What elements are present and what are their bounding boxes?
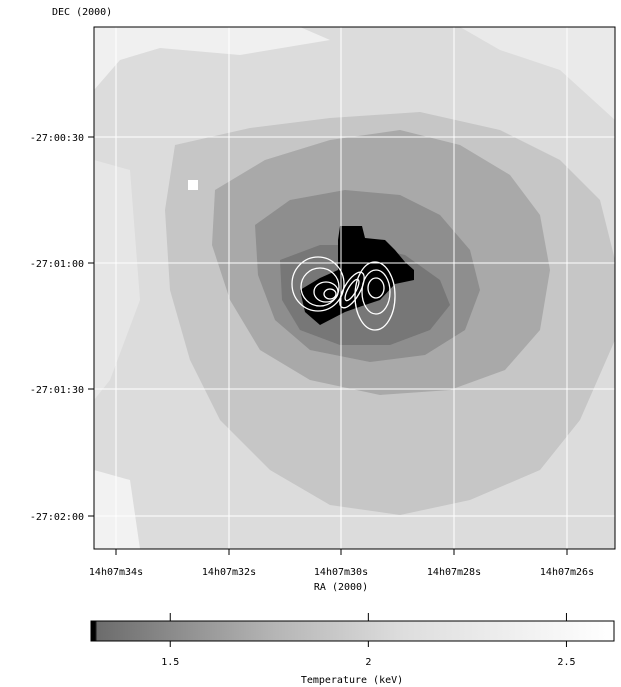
contour-west-4 — [323, 288, 337, 300]
dec-tick-label: -27:01:30 — [30, 385, 84, 396]
ra-axis-title: RA (2000) — [314, 582, 368, 593]
dec-axis: -27:00:30 -27:01:00 -27:01:30 -27:02:00 — [30, 133, 94, 523]
colorbar-title: Temperature (keV) — [301, 675, 403, 686]
coordinate-grid — [94, 27, 615, 549]
colorbar-tick-label: 2 — [365, 657, 371, 668]
map-region-outer-top-left — [94, 27, 330, 90]
map-bright-spot — [188, 180, 198, 190]
map-region-outer-bottom-left — [94, 470, 140, 549]
contour-center-1 — [339, 271, 365, 309]
contour-center-2 — [344, 278, 360, 302]
contour-east-1 — [354, 261, 396, 331]
colorbar-gradient — [90, 620, 615, 642]
map-region-outer-left — [94, 160, 140, 400]
ra-tick-label: 14h07m32s — [202, 567, 256, 578]
contour-east-2 — [361, 269, 391, 315]
contour-west-1 — [291, 256, 345, 312]
colorbar-tick-label: 1.5 — [161, 657, 179, 668]
map-frame — [93, 26, 616, 550]
ra-tick-label: 14h07m30s — [314, 567, 368, 578]
temperature-map — [93, 26, 616, 550]
dec-tick-label: -27:02:00 — [30, 512, 84, 523]
dec-tick-label: -27:01:00 — [30, 259, 84, 270]
radio-contours — [291, 256, 396, 331]
ra-axis: 14h07m34s 14h07m32s 14h07m30s 14h07m28s … — [89, 549, 594, 593]
map-region-outer-top-right — [460, 27, 615, 120]
colorbar-ticks: 1.5 2 2.5 — [161, 613, 575, 668]
map-region-cool-core — [300, 226, 414, 325]
contour-west-3 — [313, 281, 339, 303]
ra-tick-label: 14h07m28s — [427, 567, 481, 578]
contour-east-3 — [367, 277, 385, 299]
colorbar: 1.5 2 2.5 Temperature (keV) — [90, 613, 615, 686]
dec-axis-title: DEC (2000) — [52, 7, 112, 18]
dec-tick-label: -27:00:30 — [30, 133, 84, 144]
ra-tick-label: 14h07m34s — [89, 567, 143, 578]
contour-west-2 — [300, 267, 340, 307]
ra-tick-label: 14h07m26s — [540, 567, 594, 578]
colorbar-tick-label: 2.5 — [557, 657, 575, 668]
